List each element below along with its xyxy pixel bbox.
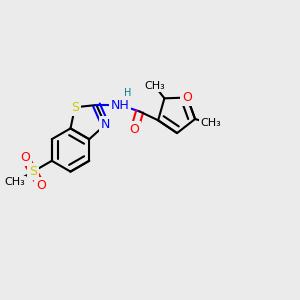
- Text: CH₃: CH₃: [200, 118, 221, 128]
- Text: H: H: [124, 88, 131, 98]
- Text: O: O: [20, 151, 30, 164]
- Text: O: O: [36, 179, 46, 192]
- Text: S: S: [71, 101, 79, 114]
- Text: N: N: [100, 118, 110, 131]
- Text: CH₃: CH₃: [4, 177, 25, 188]
- Text: O: O: [129, 123, 139, 136]
- Text: O: O: [182, 91, 192, 104]
- Text: S: S: [29, 165, 37, 178]
- Text: CH₃: CH₃: [144, 81, 165, 91]
- Text: NH: NH: [111, 98, 130, 112]
